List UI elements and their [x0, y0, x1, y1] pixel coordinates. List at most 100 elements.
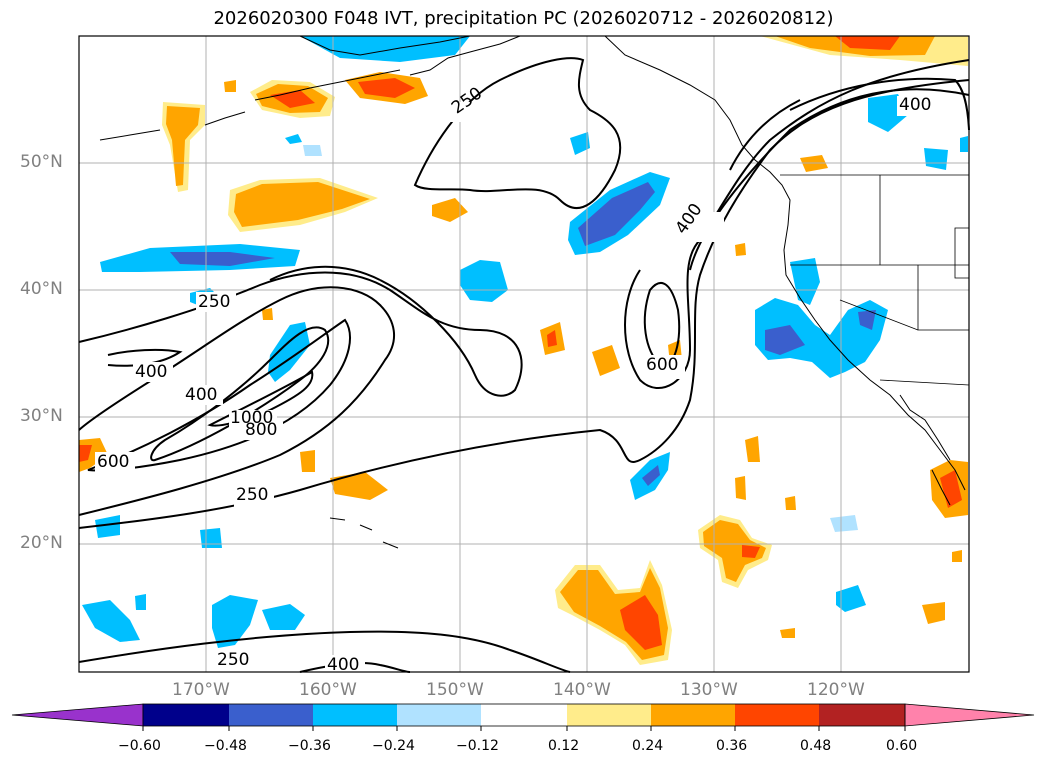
- negative-precip-region: [765, 325, 805, 355]
- contour-label: 400: [135, 362, 168, 382]
- colorbar-tick-label: −0.60: [118, 738, 161, 754]
- colorbar-segment: [567, 704, 651, 726]
- lat-label: 20°N: [20, 533, 63, 553]
- negative-precip-region: [642, 465, 660, 486]
- positive-precip-region: [835, 36, 900, 50]
- positive-precip-region: [780, 628, 795, 638]
- colorbar-tick-label: 0.36: [716, 738, 748, 754]
- lon-label: 150°W: [426, 680, 484, 700]
- positive-precip-region: [234, 182, 370, 227]
- colorbar-tick-label: 0.24: [632, 738, 664, 754]
- negative-precip-region: [300, 36, 470, 62]
- lon-label: 140°W: [553, 680, 611, 700]
- negative-precip-region: [830, 515, 858, 532]
- colorbar-extend-low: [11, 703, 144, 727]
- contour-label: 600: [97, 452, 130, 472]
- lat-label: 30°N: [20, 406, 63, 426]
- positive-precip-region: [547, 330, 557, 347]
- positive-precip-region: [592, 345, 620, 376]
- positive-precip-region: [262, 308, 273, 320]
- contour-250: [413, 57, 622, 210]
- coastlines: [99, 35, 966, 549]
- gridlines: [79, 36, 969, 672]
- negative-precip-region: [170, 252, 275, 266]
- negative-precip-region: [135, 594, 146, 610]
- contour-800: [150, 326, 330, 462]
- contour-400: [624, 59, 970, 390]
- colorbar-tick-label: −0.48: [204, 738, 247, 754]
- colorbar: [11, 703, 1035, 731]
- positive-precip-region: [940, 470, 962, 508]
- colorbar-segment: [229, 704, 313, 726]
- positive-precip-region: [922, 602, 945, 624]
- positive-precip-region: [300, 450, 315, 472]
- contour-label: 250: [198, 292, 231, 312]
- contour-250: [78, 271, 523, 397]
- positive-precip-region: [735, 476, 746, 500]
- negative-precip-region: [82, 600, 140, 642]
- positive-precip-region: [785, 496, 796, 510]
- ivt-contours: [78, 57, 970, 673]
- page-title: 2026020300 F048 IVT, precipitation PC (2…: [213, 8, 834, 29]
- negative-precip-region: [200, 528, 222, 548]
- negative-precip-region: [262, 604, 305, 630]
- positive-precip-region: [952, 550, 962, 562]
- colorbar-tick-label: 0.60: [886, 738, 918, 754]
- lon-label: 130°W: [680, 680, 738, 700]
- lat-label: 40°N: [20, 279, 63, 299]
- colorbar-tick-label: 0.12: [548, 738, 580, 754]
- contour-600: [789, 77, 970, 131]
- negative-precip-region: [960, 136, 968, 152]
- map-frame: [78, 35, 970, 673]
- colorbar-segment: [735, 704, 819, 726]
- lat-label: 50°N: [20, 152, 63, 172]
- lon-label: 160°W: [299, 680, 357, 700]
- contour-label: 400: [327, 655, 360, 675]
- negative-precip-region: [570, 132, 590, 155]
- contour-label: 1000: [230, 408, 274, 428]
- negative-precip-region: [95, 515, 120, 538]
- colorbar-tick-label: −0.36: [288, 738, 331, 754]
- positive-precip-region: [620, 595, 662, 650]
- precip-anomaly-fills: [79, 36, 968, 665]
- positive-precip-region: [79, 445, 92, 462]
- negative-precip-region: [460, 260, 508, 302]
- negative-precip-region: [858, 310, 876, 330]
- positive-precip-region: [166, 106, 200, 186]
- colorbar-tick-label: −0.12: [456, 738, 499, 754]
- colorbar-tick-label: −0.24: [372, 738, 415, 754]
- negative-precip-region: [924, 148, 948, 170]
- contour-label: 400: [899, 95, 932, 115]
- contour-400: [299, 661, 411, 673]
- negative-precip-region: [755, 298, 888, 378]
- positive-precip-region: [358, 78, 415, 98]
- negative-precip-region: [303, 145, 322, 156]
- negative-precip-region: [578, 182, 655, 246]
- contour-label: 600: [646, 355, 679, 375]
- lon-label: 170°W: [172, 680, 230, 700]
- colorbar-segment: [481, 704, 567, 726]
- colorbar-extend-high: [904, 703, 1035, 727]
- negative-precip-region: [212, 595, 258, 648]
- colorbar-segment: [143, 704, 229, 726]
- contour-label: 800: [245, 420, 278, 440]
- contour-label: 250: [217, 650, 250, 670]
- contour-label: 400: [185, 385, 218, 405]
- positive-precip-region: [745, 436, 760, 462]
- colorbar-tick-label: 0.48: [800, 738, 832, 754]
- contour-label: 250: [236, 485, 269, 505]
- colorbar-segment: [313, 704, 397, 726]
- positive-precip-region: [703, 520, 766, 582]
- colorbar-segment: [651, 704, 735, 726]
- colorbar-segment: [397, 704, 481, 726]
- contour-250: [78, 630, 571, 673]
- positive-precip-region: [224, 80, 236, 92]
- colorbar-segment: [819, 704, 905, 726]
- negative-precip-region: [285, 134, 302, 144]
- positive-precip-region: [735, 243, 746, 256]
- contour-label-backgrounds: [95, 96, 941, 673]
- lon-label: 120°W: [807, 680, 865, 700]
- positive-precip-region: [742, 545, 760, 558]
- positive-precip-region: [330, 472, 388, 500]
